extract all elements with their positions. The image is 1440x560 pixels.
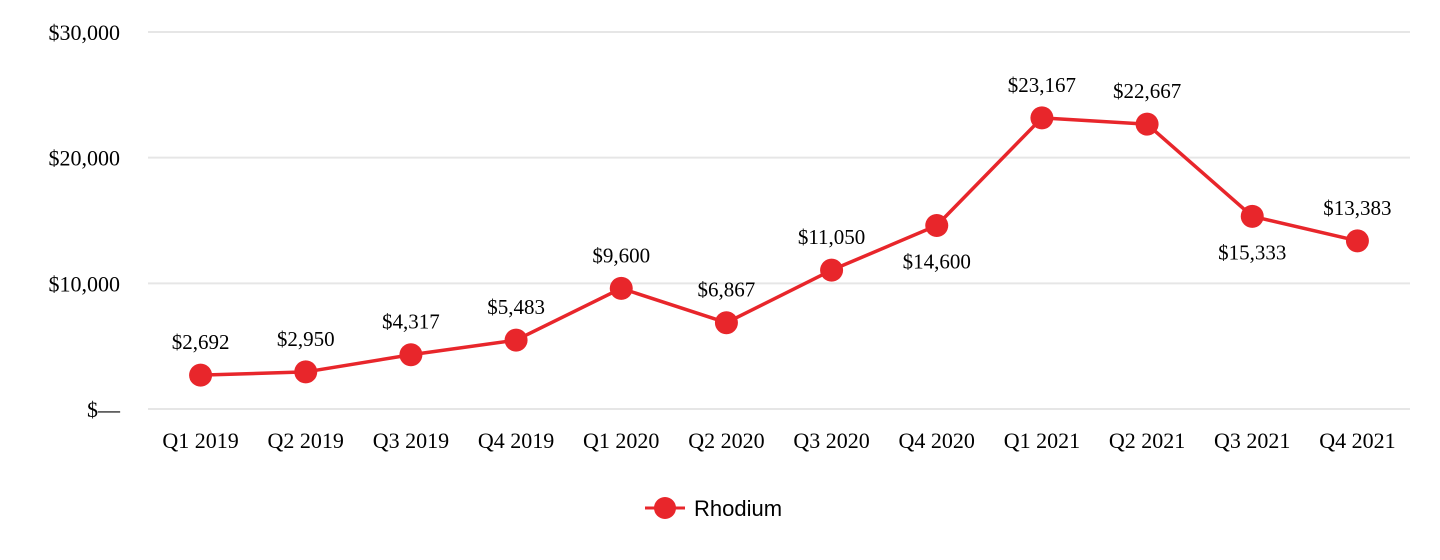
data-point bbox=[925, 214, 949, 238]
data-point bbox=[1345, 229, 1369, 253]
data-label: $11,050 bbox=[798, 225, 865, 249]
x-tick-label: Q3 2020 bbox=[793, 428, 869, 453]
series-rhodium bbox=[189, 106, 1369, 387]
series-line-rhodium bbox=[200, 116, 1358, 377]
y-tick-label: $20,000 bbox=[49, 146, 121, 171]
data-point bbox=[189, 363, 213, 387]
data-point bbox=[399, 343, 423, 367]
data-label: $9,600 bbox=[592, 243, 650, 267]
data-label: $23,167 bbox=[1008, 73, 1076, 97]
y-tick-label: $30,000 bbox=[49, 20, 121, 45]
gridlines bbox=[148, 31, 1410, 410]
data-label: $4,317 bbox=[382, 310, 440, 334]
y-tick-label: $10,000 bbox=[49, 271, 121, 296]
x-tick-label: Q4 2019 bbox=[478, 428, 554, 453]
x-tick-label: Q1 2021 bbox=[1004, 428, 1080, 453]
data-point bbox=[1030, 106, 1054, 130]
legend-swatch-marker bbox=[654, 497, 676, 519]
x-tick-label: Q3 2019 bbox=[373, 428, 449, 453]
data-point bbox=[1240, 204, 1264, 228]
legend-label-rhodium: Rhodium bbox=[694, 496, 782, 521]
legend: Rhodium bbox=[645, 496, 782, 521]
data-label: $5,483 bbox=[487, 295, 545, 319]
x-tick-label: Q2 2021 bbox=[1109, 428, 1185, 453]
data-label: $14,600 bbox=[903, 250, 971, 274]
data-point bbox=[1135, 112, 1159, 136]
data-point bbox=[294, 360, 318, 384]
data-label: $2,692 bbox=[172, 330, 230, 354]
x-tick-label: Q1 2019 bbox=[162, 428, 238, 453]
x-tick-label: Q4 2021 bbox=[1319, 428, 1395, 453]
x-axis: Q1 2019 Q2 2019 Q3 2019 Q4 2019 Q1 2020 Q2 20… bbox=[162, 428, 1395, 453]
x-tick-label: Q4 2020 bbox=[899, 428, 975, 453]
data-point bbox=[504, 328, 528, 352]
y-axis: $— $10,000 $20,000 $30,000 bbox=[49, 20, 122, 422]
data-point bbox=[820, 258, 844, 282]
data-point bbox=[609, 276, 633, 300]
x-tick-label: Q2 2020 bbox=[688, 428, 764, 453]
data-label: $13,383 bbox=[1323, 196, 1391, 220]
data-label: $6,867 bbox=[698, 278, 756, 302]
data-label: $2,950 bbox=[277, 327, 335, 351]
x-tick-label: Q1 2020 bbox=[583, 428, 659, 453]
y-tick-label: $— bbox=[87, 397, 121, 422]
data-label: $15,333 bbox=[1218, 240, 1286, 264]
data-label: $22,667 bbox=[1113, 79, 1181, 103]
x-tick-label: Q3 2021 bbox=[1214, 428, 1290, 453]
data-point bbox=[714, 311, 738, 335]
x-tick-label: Q2 2019 bbox=[268, 428, 344, 453]
data-labels: $2,692 $2,950 $4,317 $5,483 $9,600 $6,867 $11,… bbox=[172, 73, 1392, 354]
